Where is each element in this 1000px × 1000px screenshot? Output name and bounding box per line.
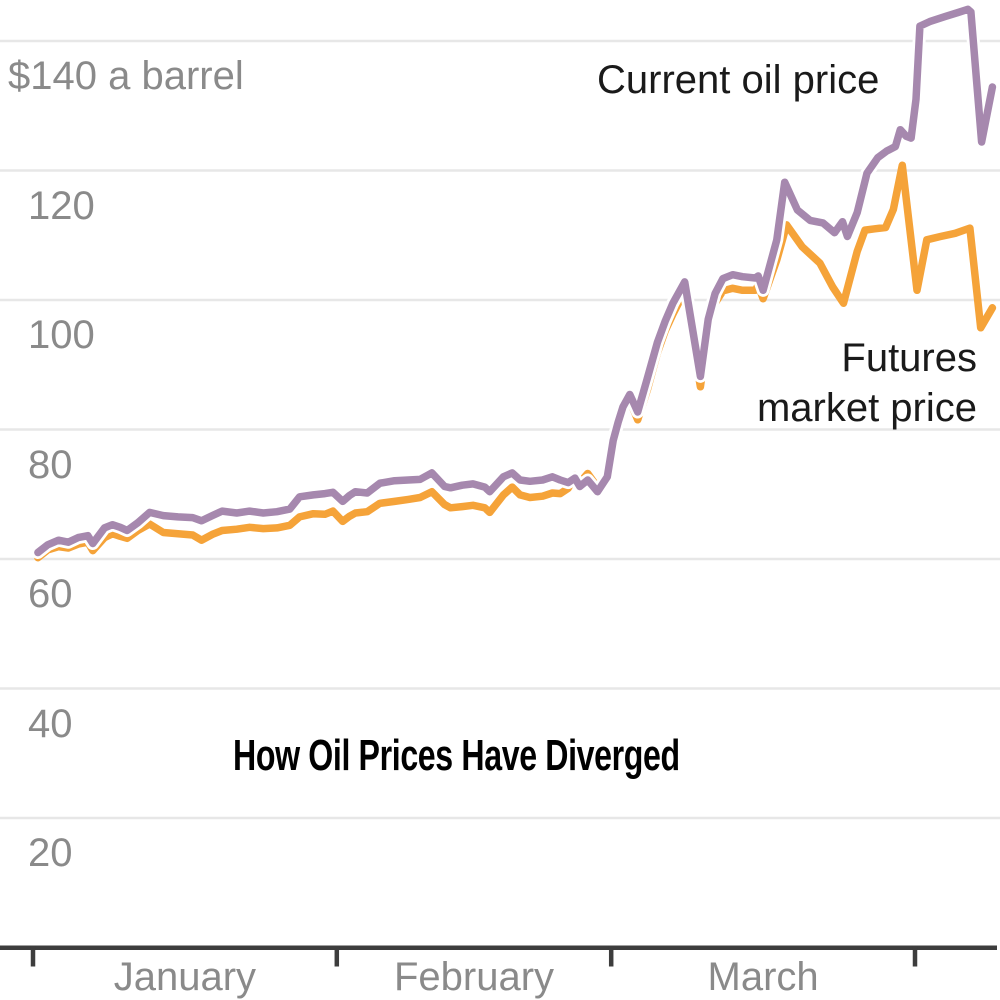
x-axis-line — [0, 945, 997, 950]
futures-price-line — [34, 161, 997, 562]
y-tick-label-120: 120 — [28, 183, 95, 228]
x-axis-tick — [30, 945, 36, 967]
x-month-label-march: March — [707, 955, 819, 999]
x-axis — [0, 945, 997, 967]
x-axis-tick — [334, 945, 340, 967]
x-axis-tick — [608, 945, 614, 967]
x-month-label-january: January — [113, 955, 257, 999]
y-tick-label-140: $140 a barrel — [8, 54, 244, 98]
y-tick-label-60: 60 — [28, 572, 73, 616]
annotation-futures-market-price: Futures market price — [757, 333, 977, 433]
annotation-current-oil-price: Current oil price — [597, 58, 880, 102]
x-month-label-february: February — [393, 955, 555, 999]
current-price-line — [34, 5, 997, 557]
chart-title: How Oil Prices Have Diverged — [233, 731, 680, 780]
y-tick-label-80: 80 — [28, 442, 73, 487]
annotation-futures-line-2: market price — [756, 386, 977, 430]
annotation-futures-line-1: Futures — [841, 336, 977, 380]
y-tick-label-100: 100 — [28, 313, 95, 357]
x-axis-tick — [912, 945, 918, 967]
y-tick-label-40: 40 — [28, 701, 73, 746]
y-tick-label-20: 20 — [28, 831, 73, 875]
gridlines — [0, 39, 1000, 820]
